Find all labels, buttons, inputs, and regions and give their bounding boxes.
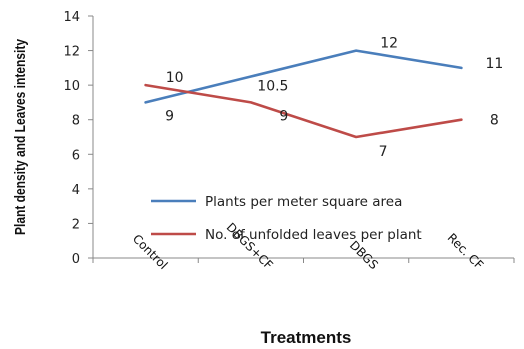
y-tick-label: 12: [63, 45, 80, 60]
series-line-1: [144, 49, 463, 104]
data-label: 10.5: [257, 79, 288, 95]
data-label: 12: [380, 36, 398, 52]
data-label: 11: [485, 56, 503, 72]
y-tick-group: 0 2 4 6 8 10 12 14: [63, 10, 93, 267]
y-tick-label: 14: [63, 10, 80, 25]
y-tick-label: 10: [63, 79, 80, 94]
legend-label-2: No. of unfolded leaves per plant: [205, 227, 422, 243]
x-axis-title: Treatments: [261, 328, 352, 347]
y-tick-label: 4: [72, 183, 80, 198]
y-tick-label: 0: [72, 252, 80, 267]
data-label: 9: [165, 108, 174, 124]
data-label: 7: [379, 144, 388, 160]
y-tick-label: 6: [72, 148, 80, 163]
series-group: [144, 49, 463, 139]
series-line-2: [144, 83, 463, 139]
y-axis-title: Plant density and Leaves intensity: [12, 39, 29, 235]
legend: Plants per meter square area No. of unfol…: [151, 194, 422, 243]
x-tick-label: DBGS: [347, 238, 381, 272]
y-tick-label: 2: [72, 217, 80, 232]
data-label: 8: [490, 113, 499, 129]
data-label: 10: [166, 70, 184, 86]
x-tick-label: Rec. CF: [445, 231, 487, 273]
data-label: 9: [279, 108, 288, 124]
data-label-group: 9 10.5 12 11 10 9 7 8: [165, 36, 503, 160]
x-tick-label: Control: [130, 232, 171, 273]
legend-label-1: Plants per meter square area: [205, 194, 402, 210]
y-tick-label: 8: [72, 114, 80, 129]
